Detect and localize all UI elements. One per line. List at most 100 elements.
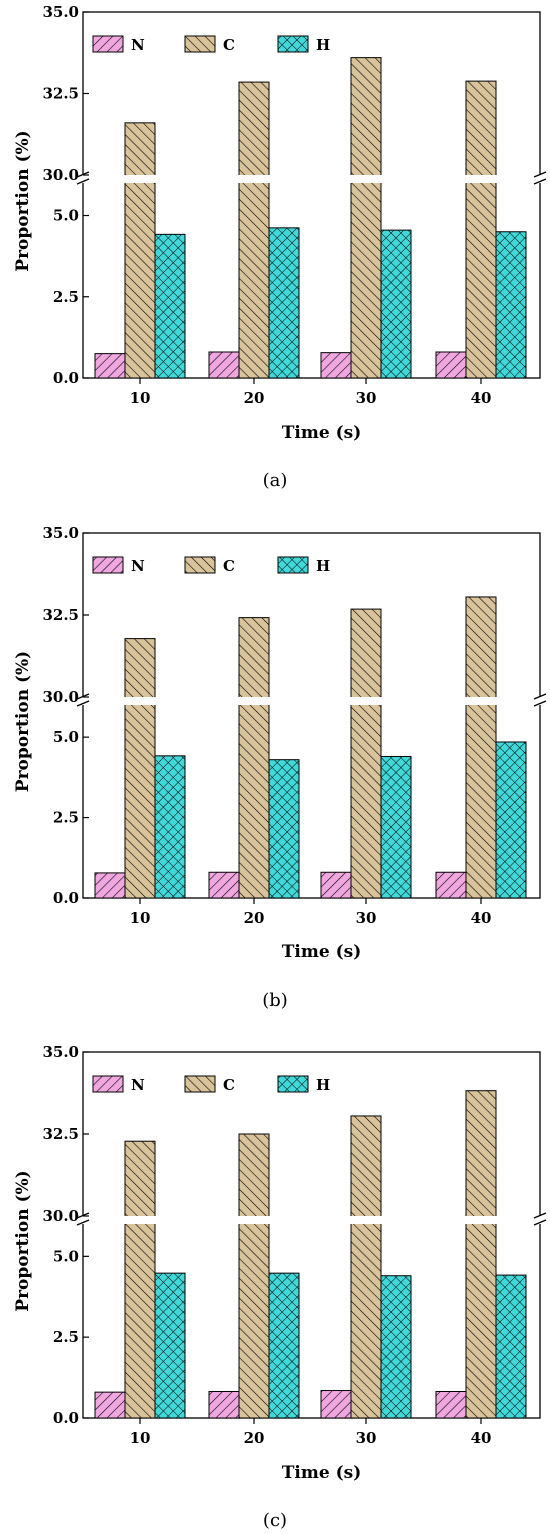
- bar-C-30: [350, 1115, 382, 1419]
- bar-C-30: [350, 608, 382, 899]
- legend-label-H: H: [316, 1076, 330, 1094]
- legend-swatch-N: [92, 556, 124, 574]
- x-tick-label: 40: [471, 1429, 492, 1447]
- bar-N-30: [320, 352, 352, 379]
- axis-break-mark: [76, 178, 90, 185]
- bar-C-10: [124, 1140, 156, 1419]
- x-axis-title: Time (s): [282, 423, 362, 443]
- bar-H-40: [495, 741, 527, 899]
- axis-break-mark: [533, 178, 547, 185]
- legend-swatch-H: [277, 556, 309, 574]
- x-tick-label: 20: [244, 389, 265, 407]
- y-tick-label: 35.0: [42, 1043, 79, 1061]
- x-tick-label: 10: [130, 1429, 151, 1447]
- y-tick-label: 2.5: [53, 288, 79, 306]
- bar-C-30: [350, 57, 382, 379]
- axis-break-mark: [533, 693, 547, 700]
- y-tick-label: 5.0: [53, 728, 79, 746]
- bar-H-20: [268, 759, 300, 899]
- legend-swatch-C: [184, 1075, 216, 1093]
- axis-break-mark: [76, 700, 90, 707]
- x-axis-title: Time (s): [282, 1463, 362, 1483]
- axis-break-mark: [76, 1219, 90, 1226]
- bar-H-20: [268, 1272, 300, 1419]
- bar-H-30: [380, 229, 412, 379]
- x-tick-label: 10: [130, 389, 151, 407]
- bar-N-40: [435, 1390, 467, 1419]
- y-tick-label: 2.5: [53, 809, 79, 827]
- bar-N-10: [94, 1391, 126, 1419]
- bar-C-40: [465, 80, 497, 379]
- legend-label-H: H: [316, 36, 330, 54]
- plot-frame: [82, 532, 541, 899]
- y-tick-label: 32.5: [42, 1125, 79, 1143]
- bar-N-20: [208, 871, 240, 899]
- x-tick-label: 30: [356, 389, 377, 407]
- x-tick-label: 20: [244, 1429, 265, 1447]
- bar-H-30: [380, 755, 412, 899]
- legend-label-N: N: [131, 557, 145, 575]
- legend-label-C: C: [223, 557, 235, 575]
- x-tick-label: 40: [471, 909, 492, 927]
- x-axis-title: Time (s): [282, 942, 362, 962]
- x-tick-label: 30: [356, 1429, 377, 1447]
- bar-N-20: [208, 351, 240, 379]
- x-tick-label: 10: [130, 909, 151, 927]
- legend-swatch-C: [184, 556, 216, 574]
- bar-N-30: [320, 1390, 352, 1419]
- axis-break-band: [77, 175, 548, 183]
- y-axis-title: Proportion (%): [13, 130, 33, 271]
- legend-swatch-H: [277, 35, 309, 53]
- bar-C-20: [238, 617, 270, 899]
- y-tick-label: 35.0: [42, 524, 79, 542]
- y-tick-label: 30.0: [42, 1207, 79, 1225]
- y-tick-label: 30.0: [42, 166, 79, 184]
- bar-H-10: [154, 755, 186, 899]
- chart-panel-2: 30.0 32.5 35.0 0.0 2.5 5.0 10 20 30 40 Time (s) Pro…: [13, 1043, 548, 1531]
- chart-panel-1: 30.0 32.5 35.0 0.0 2.5 5.0 10 20 30 40 Time (s) Pro…: [13, 524, 548, 1011]
- x-tick-label: 20: [244, 909, 265, 927]
- bar-H-30: [380, 1275, 412, 1419]
- bar-N-40: [435, 351, 467, 379]
- plot-frame: [82, 11, 541, 379]
- x-tick-label: 30: [356, 909, 377, 927]
- legend-label-C: C: [223, 1076, 235, 1094]
- bar-C-10: [124, 638, 156, 899]
- y-tick-label: 0.0: [53, 1409, 79, 1427]
- bar-H-40: [495, 231, 527, 379]
- axis-break-mark: [533, 171, 547, 178]
- bar-N-10: [94, 872, 126, 899]
- legend-label-H: H: [316, 557, 330, 575]
- axis-break-mark: [533, 700, 547, 707]
- bar-C-20: [238, 81, 270, 379]
- x-tick-label: 40: [471, 389, 492, 407]
- y-axis-title: Proportion (%): [13, 651, 33, 792]
- panel-label: (c): [263, 1510, 287, 1531]
- axis-break-mark: [533, 1212, 547, 1219]
- bar-N-40: [435, 871, 467, 899]
- y-tick-label: 0.0: [53, 889, 79, 907]
- legend-label-C: C: [223, 36, 235, 54]
- bar-C-40: [465, 596, 497, 899]
- bar-H-40: [495, 1274, 527, 1419]
- plot-frame: [82, 1051, 541, 1419]
- bar-H-10: [154, 1272, 186, 1419]
- legend-swatch-H: [277, 1075, 309, 1093]
- axis-break-mark: [533, 1219, 547, 1226]
- panel-label: (b): [262, 990, 288, 1011]
- axis-break-band: [77, 1216, 548, 1224]
- panel-label: (a): [263, 470, 288, 491]
- y-tick-label: 32.5: [42, 606, 79, 624]
- bar-H-20: [268, 227, 300, 379]
- bar-C-40: [465, 1090, 497, 1419]
- y-axis-title: Proportion (%): [13, 1170, 33, 1311]
- legend-label-N: N: [131, 1076, 145, 1094]
- bar-N-30: [320, 871, 352, 899]
- bar-C-20: [238, 1133, 270, 1419]
- axis-break-band: [77, 697, 548, 705]
- legend-swatch-N: [92, 35, 124, 53]
- y-tick-label: 35.0: [42, 3, 79, 21]
- legend-swatch-C: [184, 35, 216, 53]
- legend-swatch-N: [92, 1075, 124, 1093]
